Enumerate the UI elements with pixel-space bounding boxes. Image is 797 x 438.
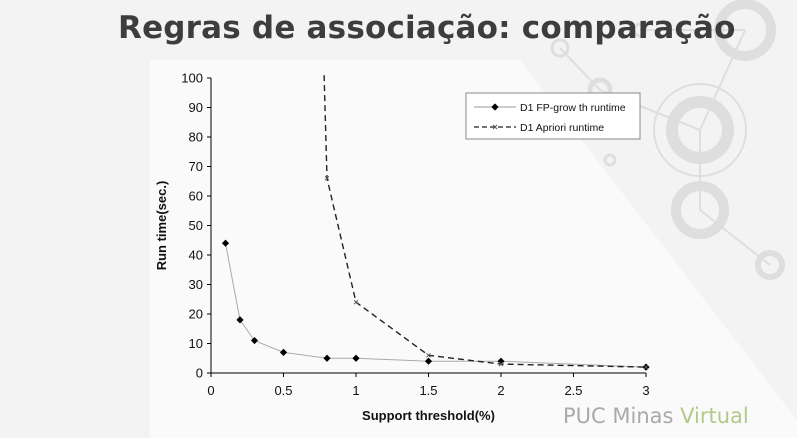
y-tick-label: 40: [189, 248, 203, 263]
legend-marker-fpgrowth: [491, 103, 499, 111]
y-tick-label: 0: [196, 366, 203, 381]
apriori-point: [498, 361, 504, 367]
fpgrowth-point: [221, 239, 230, 247]
x-tick-label: 0: [207, 383, 214, 398]
x-tick-label: 1: [352, 383, 359, 398]
legend-box: [465, 92, 641, 140]
apriori-line: [323, 75, 647, 368]
y-tick-label: 10: [189, 336, 203, 351]
apriori-point: [353, 299, 359, 305]
legend-marker-apriori: [492, 124, 498, 130]
fpgrowth-point: [424, 357, 433, 365]
x-tick-label: 1.5: [419, 383, 437, 398]
y-tick-label: 60: [189, 189, 203, 204]
fpgrowth-point: [352, 354, 360, 362]
brand-name: PUC Minas: [563, 404, 674, 428]
y-tick-label: 50: [189, 218, 203, 233]
x-tick-label: 0.5: [274, 383, 292, 398]
legend-label: D1 FP-grow th runtime: [520, 102, 626, 114]
fpgrowth-point: [236, 316, 244, 324]
apriori-point: [426, 352, 431, 358]
x-tick-label: 2.5: [564, 383, 582, 398]
y-tick-label: 100: [181, 71, 203, 86]
brand-accent: Virtual: [680, 404, 749, 428]
y-tick-label: 70: [189, 159, 203, 174]
y-tick-label: 80: [189, 130, 203, 145]
x-tick-label: 2: [497, 383, 504, 398]
y-tick-label: 20: [189, 307, 203, 322]
apriori-point: [643, 364, 649, 370]
decorative-circles: [550, 0, 785, 280]
brand-logo: PUC Minas Virtual: [563, 404, 749, 428]
fpgrowth-line: [225, 243, 647, 368]
slide-title: Regras de associação: comparação: [118, 10, 736, 46]
fpgrowth-point: [323, 354, 331, 362]
apriori-point: [324, 175, 330, 181]
y-axis-title: Run time(sec.): [154, 181, 169, 271]
y-tick-label: 90: [189, 100, 203, 115]
fpgrowth-point: [250, 336, 259, 345]
x-tick-label: 3: [642, 383, 649, 398]
fpgrowth-point: [279, 348, 288, 356]
y-tick-label: 30: [189, 277, 203, 292]
legend-label: D1 Apriori runtime: [520, 122, 604, 134]
x-axis-title: Support threshold(%): [362, 408, 495, 423]
